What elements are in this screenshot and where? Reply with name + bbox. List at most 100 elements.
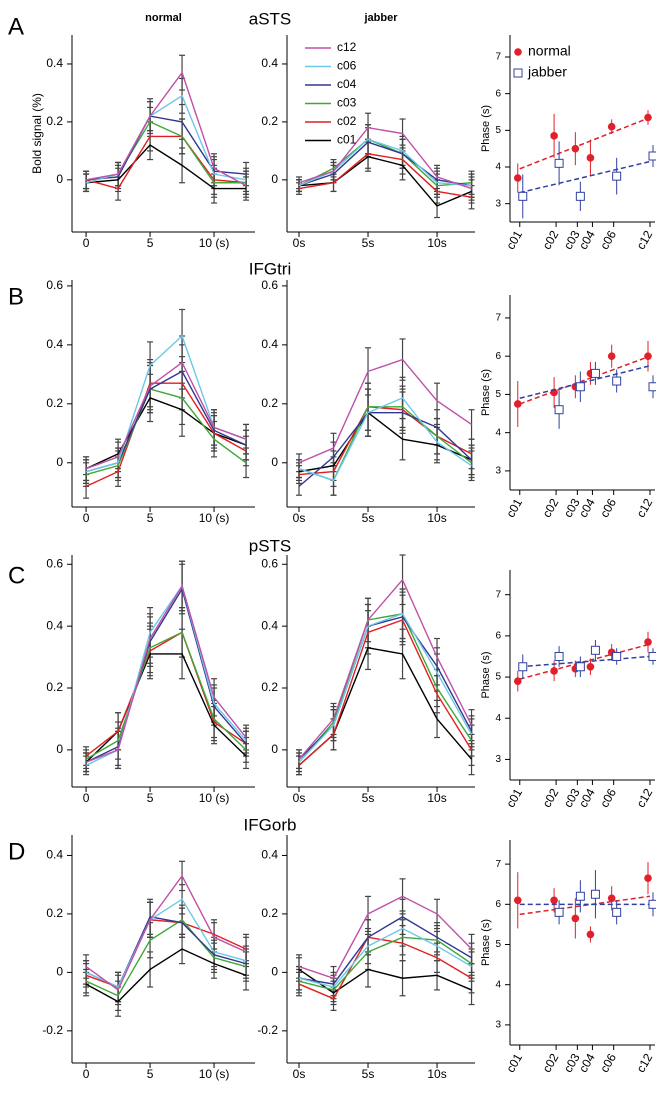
point bbox=[644, 638, 652, 646]
chart: 0 0.2 0.4 0.6 0 5 10 (s) bbox=[46, 555, 255, 805]
x-tick-label: c12 bbox=[634, 228, 656, 252]
x-tick-label: c06 bbox=[597, 786, 619, 810]
x-tick-label: 10 (s) bbox=[199, 236, 230, 250]
legend-label: c04 bbox=[337, 77, 357, 91]
series-line bbox=[85, 71, 247, 187]
y-tick-label: 4 bbox=[495, 979, 501, 990]
x-tick-label: 0s bbox=[293, 791, 306, 805]
point bbox=[612, 171, 622, 181]
y-tick-label: 0 bbox=[271, 742, 278, 756]
point bbox=[550, 132, 558, 140]
x-tick-label: 10s bbox=[427, 236, 446, 250]
y-axis-label: Phase (s) bbox=[480, 369, 492, 416]
fit-line bbox=[519, 895, 651, 916]
y-tick-label: 0.6 bbox=[261, 556, 278, 570]
point bbox=[612, 907, 622, 917]
x-tick-label: c04 bbox=[576, 228, 598, 252]
point bbox=[648, 382, 656, 392]
y-tick-label: 5 bbox=[495, 389, 501, 400]
x-tick-label: c12 bbox=[634, 786, 656, 810]
series-line bbox=[298, 397, 472, 482]
x-tick-label: c06 bbox=[597, 496, 619, 520]
x-tick-label: 0 bbox=[83, 1067, 90, 1081]
x-tick-label: 0 bbox=[83, 236, 90, 250]
point bbox=[648, 899, 656, 909]
y-tick-label: 0 bbox=[56, 455, 63, 469]
panel-title: pSTS bbox=[249, 536, 292, 555]
series-line bbox=[85, 397, 247, 470]
fit-line bbox=[519, 355, 651, 405]
x-tick-label: c12 bbox=[634, 1051, 656, 1075]
y-tick-label: 3 bbox=[495, 1020, 501, 1031]
y-tick-label: 0.2 bbox=[261, 906, 278, 920]
point bbox=[644, 113, 652, 122]
point bbox=[513, 677, 522, 685]
point bbox=[518, 662, 528, 672]
point bbox=[586, 154, 595, 162]
y-axis-label: Phase (s) bbox=[480, 919, 492, 966]
x-tick-label: c06 bbox=[597, 1051, 619, 1075]
point bbox=[550, 667, 558, 675]
point bbox=[590, 645, 600, 655]
series-line bbox=[298, 406, 472, 476]
x-tick-label: 10s bbox=[427, 791, 446, 805]
series-line bbox=[298, 406, 472, 482]
series-line bbox=[86, 144, 247, 190]
series-line bbox=[85, 382, 247, 487]
point bbox=[513, 174, 522, 182]
x-tick-label: c12 bbox=[634, 496, 656, 520]
point bbox=[513, 896, 522, 905]
point bbox=[550, 896, 558, 905]
y-tick-label: 3 bbox=[495, 754, 501, 765]
series-line bbox=[85, 631, 247, 760]
x-tick-label: 5s bbox=[362, 236, 375, 250]
point bbox=[554, 405, 564, 415]
chart-subtitle: jabber bbox=[363, 12, 398, 24]
point bbox=[612, 376, 622, 386]
y-tick-label: 6 bbox=[495, 631, 501, 642]
series-line bbox=[298, 578, 473, 760]
x-tick-label: 10s bbox=[427, 1067, 446, 1081]
legend-label: c02 bbox=[337, 114, 357, 128]
point bbox=[554, 907, 564, 917]
y-tick-label: 0 bbox=[271, 965, 278, 979]
x-tick-label: c02 bbox=[540, 1051, 562, 1075]
y-tick-label: 6 bbox=[495, 899, 501, 910]
series-line bbox=[85, 874, 247, 991]
fit-line bbox=[519, 365, 651, 399]
point bbox=[571, 914, 580, 923]
y-tick-label: 0.2 bbox=[46, 906, 63, 920]
x-tick-label: 5 bbox=[147, 791, 154, 805]
point bbox=[575, 891, 585, 901]
series-line bbox=[85, 94, 247, 184]
y-tick-label: 0 bbox=[271, 172, 278, 186]
series-line bbox=[298, 612, 473, 763]
y-tick-label: 7 bbox=[495, 589, 501, 600]
series-line bbox=[85, 584, 247, 763]
point bbox=[575, 382, 585, 392]
series-line bbox=[298, 927, 472, 988]
series-line bbox=[85, 361, 247, 470]
point bbox=[586, 930, 595, 939]
series-line bbox=[85, 631, 247, 757]
x-tick-label: c01 bbox=[503, 1051, 525, 1075]
series-line bbox=[298, 647, 473, 766]
y-tick-label: -0.2 bbox=[257, 1023, 278, 1037]
y-tick-label: 5 bbox=[495, 672, 501, 683]
series-line bbox=[298, 619, 473, 766]
series-line bbox=[298, 968, 472, 994]
point bbox=[554, 158, 564, 168]
x-tick-label: 5 bbox=[147, 236, 154, 250]
y-tick-label: 0.2 bbox=[261, 680, 278, 694]
legend-label: normal bbox=[528, 43, 571, 59]
panel-title: IFGtri bbox=[249, 259, 292, 278]
legend-label: c03 bbox=[337, 96, 357, 110]
series-line bbox=[298, 936, 472, 1000]
point bbox=[590, 368, 600, 378]
point bbox=[612, 651, 622, 661]
y-axis-label: Phase (s) bbox=[480, 105, 492, 152]
point bbox=[590, 889, 600, 899]
x-tick-label: c04 bbox=[576, 1051, 598, 1075]
